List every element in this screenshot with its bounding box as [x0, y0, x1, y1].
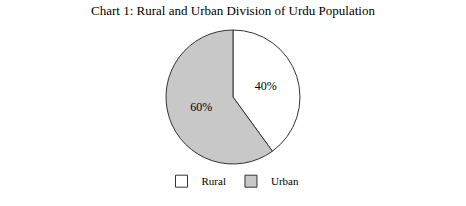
svg-text:Chart 1: Rural and Urban Divis: Chart 1: Rural and Urban Division of Urd…: [91, 3, 375, 18]
svg-text:Rural: Rural: [202, 175, 226, 187]
svg-text:60%: 60%: [190, 100, 212, 114]
svg-text:40%: 40%: [255, 79, 277, 93]
svg-text:Urban: Urban: [271, 175, 299, 187]
